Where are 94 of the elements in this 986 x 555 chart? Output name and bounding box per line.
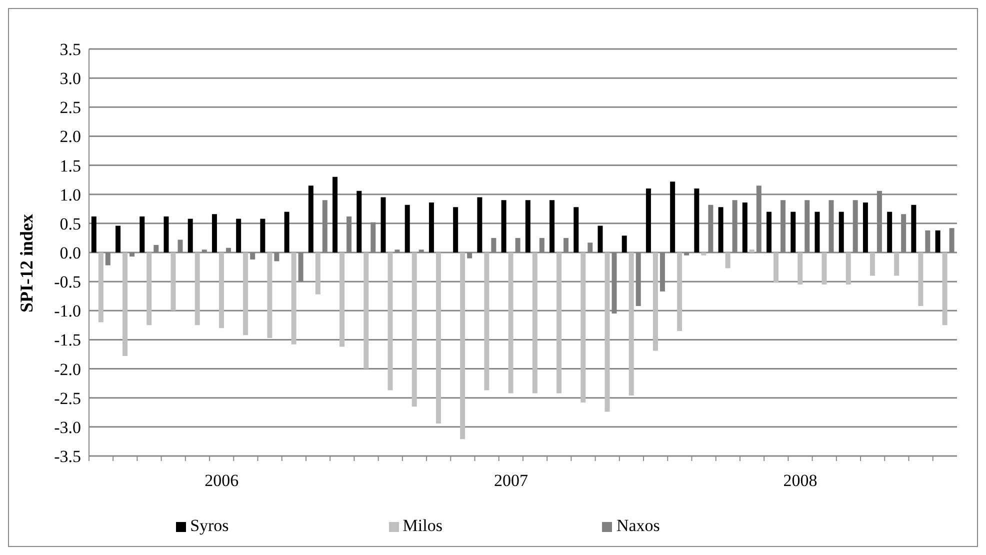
y-tick-label: -2.5	[54, 388, 81, 408]
bar	[508, 252, 514, 394]
bar	[436, 252, 441, 424]
bar	[340, 252, 345, 347]
bar	[477, 197, 482, 252]
bar	[243, 252, 248, 336]
bar	[749, 250, 754, 252]
bar	[718, 207, 724, 252]
bar	[918, 252, 924, 306]
bar	[580, 252, 586, 403]
bar	[652, 252, 658, 351]
bar	[501, 200, 506, 252]
bar	[116, 226, 121, 252]
bar	[460, 252, 466, 440]
bar	[646, 188, 651, 252]
bar	[894, 252, 900, 276]
bar	[846, 252, 851, 284]
bar	[212, 214, 217, 252]
bar	[194, 252, 200, 326]
bar	[838, 212, 844, 252]
bar	[935, 230, 940, 252]
bar	[798, 252, 803, 284]
bar	[822, 252, 827, 284]
y-tick-label: 2.0	[60, 127, 81, 146]
x-tick-label: 2007	[494, 471, 528, 490]
y-tick-label: -2.0	[54, 360, 81, 379]
bar	[380, 197, 386, 252]
bar	[766, 212, 772, 252]
bar	[404, 204, 410, 252]
bar	[550, 200, 555, 252]
legend-label: Syros	[190, 516, 229, 535]
legend-label: Naxos	[616, 516, 660, 535]
y-axis-title: SPI-12 index	[16, 214, 36, 312]
bar	[170, 252, 176, 311]
bar	[862, 202, 868, 252]
bar	[484, 252, 490, 390]
bar	[574, 207, 579, 252]
y-tick-label: -3.5	[54, 447, 81, 466]
bar	[146, 252, 152, 326]
legend-label: Milos	[402, 516, 442, 535]
x-tick-label: 2008	[783, 471, 818, 490]
bar	[701, 252, 706, 256]
bar	[870, 252, 875, 276]
bar	[98, 252, 104, 322]
bar	[267, 252, 272, 338]
bar	[622, 236, 627, 252]
bar	[911, 204, 916, 252]
y-tick-label: -1.5	[54, 330, 81, 350]
bar	[140, 216, 145, 252]
bar	[725, 252, 730, 268]
bar	[356, 190, 362, 252]
bar	[364, 252, 369, 369]
bar	[308, 186, 314, 252]
y-tick-label: 3.0	[60, 69, 81, 88]
y-tick-label: 1.0	[60, 185, 81, 204]
y-tick-label: 0.0	[60, 244, 81, 263]
y-tick-label: 0.5	[60, 214, 81, 234]
bar	[532, 252, 538, 394]
bar	[774, 252, 779, 283]
y-tick-label: -3.0	[54, 418, 81, 437]
bar	[91, 216, 96, 252]
bar	[453, 207, 458, 252]
y-tick-label: 1.5	[60, 156, 81, 176]
bar	[188, 218, 193, 252]
bar	[332, 176, 338, 252]
bar	[742, 202, 748, 252]
bar	[628, 252, 634, 396]
bar	[388, 252, 393, 390]
bar	[291, 252, 296, 344]
bar	[670, 182, 676, 252]
bar	[525, 200, 530, 252]
bar	[412, 252, 417, 407]
bar	[260, 218, 266, 252]
bar	[315, 252, 320, 294]
bar	[284, 212, 290, 252]
bar	[428, 202, 434, 252]
bar	[677, 252, 682, 331]
bar	[604, 252, 610, 412]
y-tick-label: 3.5	[60, 40, 81, 60]
x-tick-label: 2006	[204, 471, 239, 490]
bar	[164, 216, 169, 252]
bar	[694, 188, 700, 252]
y-tick-label: -0.5	[54, 272, 81, 292]
bar	[556, 252, 562, 394]
bar	[942, 252, 948, 326]
bar	[218, 252, 224, 328]
bar	[790, 212, 796, 252]
bar	[814, 212, 820, 252]
bar	[598, 226, 603, 252]
bar	[122, 252, 128, 356]
y-tick-label: 2.5	[60, 98, 81, 118]
y-tick-label: -1.0	[54, 302, 81, 321]
bar	[887, 212, 892, 252]
bar	[236, 218, 242, 252]
